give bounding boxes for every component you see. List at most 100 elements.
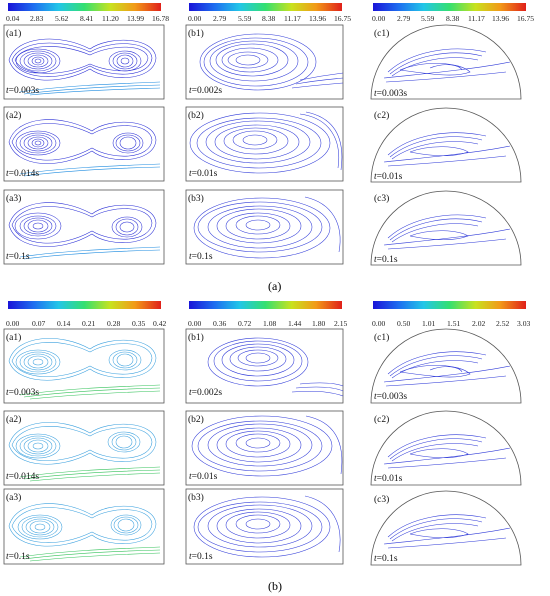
- time-label: t=0.1s: [374, 255, 398, 265]
- time-label: t=0.1s: [189, 552, 213, 562]
- tick: 8.41: [80, 14, 93, 23]
- tick: 2.02: [472, 319, 485, 328]
- tick: 13.96: [492, 14, 509, 23]
- tick: 2.79: [397, 14, 410, 23]
- colorbar-b-3: [373, 301, 526, 309]
- tick: 11.17: [284, 14, 301, 23]
- time-label: t=0.1s: [189, 252, 213, 262]
- time-label: t=0.003s: [6, 86, 39, 96]
- tick: 2.15: [334, 319, 347, 328]
- panel-label: (a1): [6, 332, 21, 343]
- tick: 5.59: [421, 14, 434, 23]
- panel-a-c2: (c2) t=0.01s: [370, 107, 522, 183]
- tick: 11.20: [102, 14, 119, 23]
- panel-label: (a1): [6, 28, 21, 39]
- panel-b-c2: (c2) t=0.01s: [370, 410, 522, 486]
- colorbar-a-2: [189, 3, 342, 11]
- tick: 0.50: [397, 319, 410, 328]
- panel-a-a1: (a1) t=0.003s: [3, 24, 165, 100]
- tick: 13.96: [309, 14, 326, 23]
- tick: 8.38: [262, 14, 275, 23]
- panel-b-b2: (b2) t=0.01s: [185, 410, 344, 486]
- caption-a: (a): [268, 279, 281, 293]
- panel-label: (b2): [188, 414, 204, 425]
- panel-b-b1: (b1) t=0.002s: [185, 328, 344, 404]
- panel-a-c1: (c1) t=0.003s: [370, 24, 522, 100]
- colorbar-ticks-b-3: 0.00 0.50 1.01 1.51 2.02 2.52 3.03: [372, 319, 530, 328]
- panel-b-c3: (c3) t=0.1s: [370, 490, 522, 566]
- tick: 0.28: [107, 319, 120, 328]
- colorbar-ticks-b-1: 0.00 0.07 0.14 0.21 0.28 0.35 0.42: [6, 319, 166, 328]
- time-label: t=0.002s: [189, 388, 222, 398]
- tick: 0.42: [153, 319, 166, 328]
- tick: 0.00: [188, 319, 201, 328]
- panel-b-a2: (a2) t=0.014s: [3, 410, 165, 486]
- panel-label: (a2): [6, 414, 21, 425]
- panel-label: (c3): [374, 193, 389, 204]
- time-label: t=0.1s: [6, 552, 30, 562]
- tick: 5.59: [238, 14, 251, 23]
- panel-b-a3: (a3) t=0.1s: [3, 488, 165, 565]
- tick: 0.14: [57, 319, 70, 328]
- time-label: t=0.003s: [374, 89, 407, 99]
- panel-b-c1: (c1) t=0.003s: [370, 328, 522, 404]
- panel-a-b1: (b1) t=0.002s: [185, 24, 344, 100]
- tick: 0.72: [238, 319, 251, 328]
- panel-a-b3: (b3) t=0.1s: [185, 189, 344, 265]
- tick: 2.83: [30, 14, 43, 23]
- panel-b-b3: (b3) t=0.1s: [185, 488, 344, 565]
- tick: 1.01: [422, 319, 435, 328]
- panel-label: (c1): [374, 28, 389, 39]
- tick: 11.17: [468, 14, 485, 23]
- panel-label: (a3): [6, 492, 21, 503]
- panel-label: (b3): [188, 492, 204, 503]
- time-label: t=0.01s: [374, 172, 403, 182]
- time-label: t=0.014s: [6, 169, 39, 179]
- time-label: t=0.1s: [374, 554, 398, 564]
- tick: 13.99: [127, 14, 144, 23]
- tick: 2.52: [496, 319, 509, 328]
- tick: 16.75: [517, 14, 534, 23]
- panel-a-a3: (a3) t=0.1s: [3, 189, 165, 265]
- tick: 16.78: [152, 14, 169, 23]
- panel-label: (c2): [374, 414, 389, 425]
- tick: 0.00: [6, 319, 19, 328]
- colorbar-a-3: [373, 3, 526, 11]
- section-b: 0.00 0.07 0.14 0.21 0.28 0.35 0.42 0.00 …: [3, 301, 530, 593]
- section-a: 0.04 2.83 5.62 8.41 11.20 13.99 16.78 0.…: [3, 3, 534, 293]
- colorbar-ticks-a-1: 0.04 2.83 5.62 8.41 11.20 13.99 16.78: [6, 14, 169, 23]
- tick: 3.03: [517, 319, 530, 328]
- tick: 1.80: [312, 319, 325, 328]
- time-label: t=0.01s: [189, 472, 218, 482]
- tick: 0.36: [213, 319, 226, 328]
- time-label: t=0.014s: [6, 472, 39, 482]
- tick: 0.21: [82, 319, 95, 328]
- panel-a-b2: (b2) t=0.01s: [185, 106, 344, 182]
- tick: 1.44: [288, 319, 301, 328]
- tick: 0.04: [6, 14, 19, 23]
- tick: 1.51: [447, 319, 460, 328]
- panel-label: (c1): [374, 332, 389, 343]
- panel-label: (b2): [188, 110, 204, 121]
- panel-label: (a2): [6, 110, 21, 121]
- panel-label: (c3): [374, 494, 389, 505]
- tick: 0.35: [132, 319, 145, 328]
- tick: 2.79: [213, 14, 226, 23]
- time-label: t=0.003s: [6, 388, 39, 398]
- time-label: t=0.01s: [189, 169, 218, 179]
- tick: 0.07: [32, 319, 45, 328]
- panel-a-c3: (c3) t=0.1s: [370, 190, 522, 266]
- colorbar-b-1: [8, 301, 161, 309]
- colorbar-b-2: [189, 301, 342, 309]
- colorbar-ticks-a-3: 0.00 2.79 5.59 8.38 11.17 13.96 16.75: [372, 14, 534, 23]
- panel-label: (b1): [188, 332, 204, 343]
- colorbar-ticks-a-2: 0.00 2.79 5.59 8.38 11.17 13.96 16.75: [188, 14, 351, 23]
- tick: 0.00: [372, 319, 385, 328]
- panel-label: (b1): [188, 28, 204, 39]
- tick: 16.75: [334, 14, 351, 23]
- colorbar-a-1: [8, 3, 161, 11]
- panel-a-a2: (a2) t=0.014s: [3, 106, 165, 182]
- tick: 0.00: [372, 14, 385, 23]
- panel-b-a1: (a1) t=0.003s: [3, 328, 165, 404]
- time-label: t=0.003s: [374, 392, 407, 402]
